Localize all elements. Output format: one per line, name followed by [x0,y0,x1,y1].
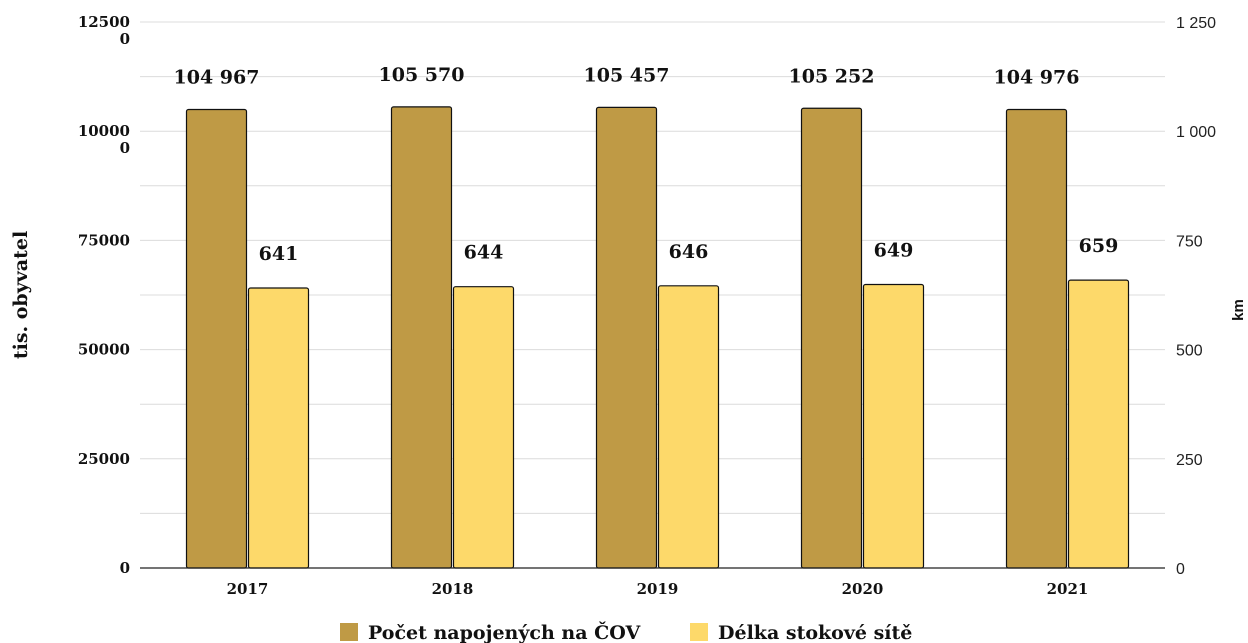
y2-tick-label: 1 000 [1176,124,1216,141]
data-label-pocet: 105 252 [789,65,875,87]
bar-delka-site [247,287,310,569]
y-tick-label-line: 10000 [78,122,130,140]
y-tick-label: 75000 [78,231,130,249]
y2-axis-title: km [1230,299,1247,321]
y2-tick-label: 250 [1176,452,1203,469]
bar-pocet-napojenych [390,106,453,569]
data-label-delka: 646 [669,241,709,263]
bar-delka-site [452,286,515,569]
y2-tick-label: 500 [1176,343,1203,360]
data-label-pocet: 104 976 [994,66,1080,88]
legend-label: Počet napojených na ČOV [368,621,641,643]
y-axis-title: tis. obyvatel [10,231,32,359]
data-label-pocet: 105 570 [379,64,465,86]
data-label-delka: 644 [464,242,504,264]
bars [185,106,1130,569]
bar-pocet-napojenych [1005,108,1068,569]
bar-delka-site [862,283,925,569]
y-tick-label-line: 0 [120,139,130,157]
y-tick-label: 0 [120,559,130,577]
x-tick-label: 2020 [842,580,884,598]
y2-tick-label: 750 [1176,233,1203,250]
y2-tick-label: 0 [1176,561,1185,578]
y-tick-label-line: 12500 [78,13,130,31]
data-label-delka: 641 [259,243,299,265]
data-label-delka: 649 [874,240,914,262]
bar-delka-site [1067,279,1130,569]
y-tick-label: 12500 0 [78,13,130,48]
y-tick-label-line: 0 [120,30,130,48]
bar-pocet-napojenych [185,108,248,569]
y-tick-label: 25000 [78,450,130,468]
bar-delka-site [657,285,720,569]
x-tick-label: 2018 [432,580,474,598]
legend-label: Délka stokové sítě [718,622,912,643]
legend-swatch [340,623,358,641]
x-tick-label: 2019 [637,580,679,598]
x-tick-label: 2021 [1047,580,1089,598]
y-tick-label: 50000 [78,341,130,359]
data-label-pocet: 105 457 [584,64,670,86]
legend-swatch [690,623,708,641]
y2-tick-label: 1 250 [1176,15,1216,32]
y-tick-label: 10000 0 [78,122,130,157]
data-label-pocet: 104 967 [174,67,260,89]
x-tick-label: 2017 [227,580,269,598]
legend: Počet napojených na ČOV Délka stokové sít… [340,621,912,643]
bar-pocet-napojenych [800,107,863,569]
data-label-delka: 659 [1079,235,1119,257]
bar-pocet-napojenych [595,106,658,569]
data-labels: 104 967 641 105 570 644 105 457 646 105 252 649… [174,64,1119,265]
